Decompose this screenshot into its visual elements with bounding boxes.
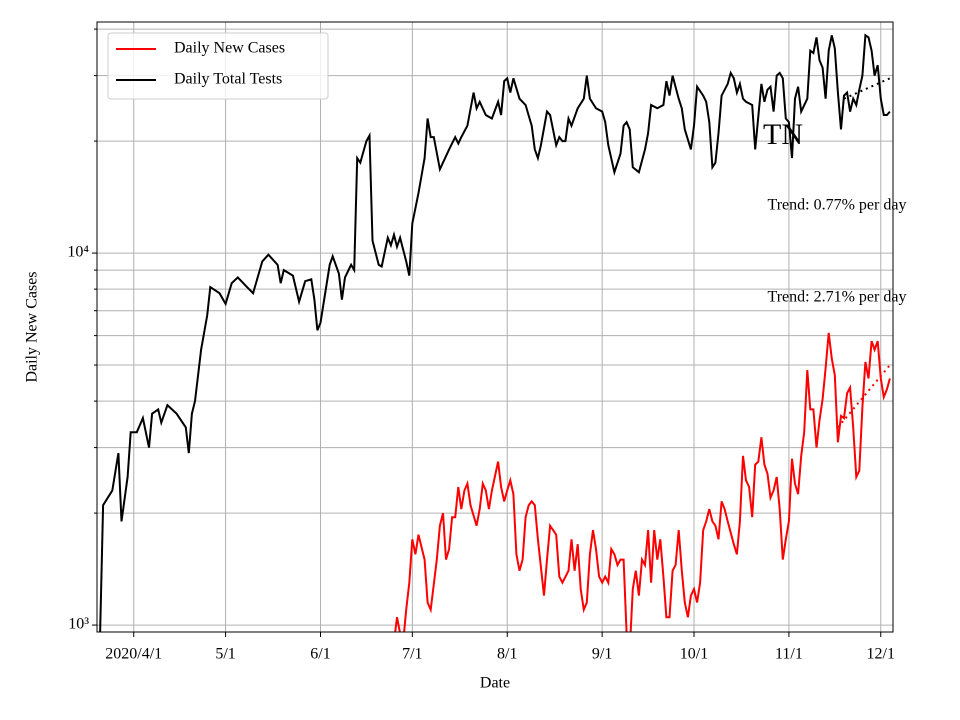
x-tick-label: 5/1: [215, 646, 235, 663]
data-line: [394, 332, 891, 632]
x-tick-label: 12/1: [867, 646, 895, 663]
y-axis-label: Daily New Cases: [24, 271, 41, 382]
y-tick-label: 10⁴: [67, 244, 89, 261]
x-tick-label: 11/1: [775, 646, 803, 663]
x-tick-label: 2020/4/1: [105, 646, 162, 663]
y-tick-label: 10³: [68, 616, 89, 633]
x-axis-label: Date: [480, 675, 510, 692]
legend-box: [107, 32, 329, 100]
x-tick-label: 8/1: [497, 646, 517, 663]
annotation: Trend: 0.77% per day: [768, 197, 907, 214]
plot-frame: [96, 21, 894, 633]
x-tick-label: 10/1: [680, 646, 708, 663]
trend-line: [837, 364, 891, 429]
x-tick-label: 9/1: [592, 646, 612, 663]
trend-line: [843, 77, 891, 100]
x-tick-label: 6/1: [310, 646, 330, 663]
data-line: [99, 33, 891, 632]
annotation: Trend: 2.71% per day: [768, 289, 907, 306]
annotation: TN: [763, 118, 803, 151]
plot-area: [99, 33, 891, 632]
x-tick-label: 7/1: [402, 646, 422, 663]
legend-label: Daily New Cases: [174, 40, 285, 57]
legend-label: Daily Total Tests: [174, 71, 282, 88]
